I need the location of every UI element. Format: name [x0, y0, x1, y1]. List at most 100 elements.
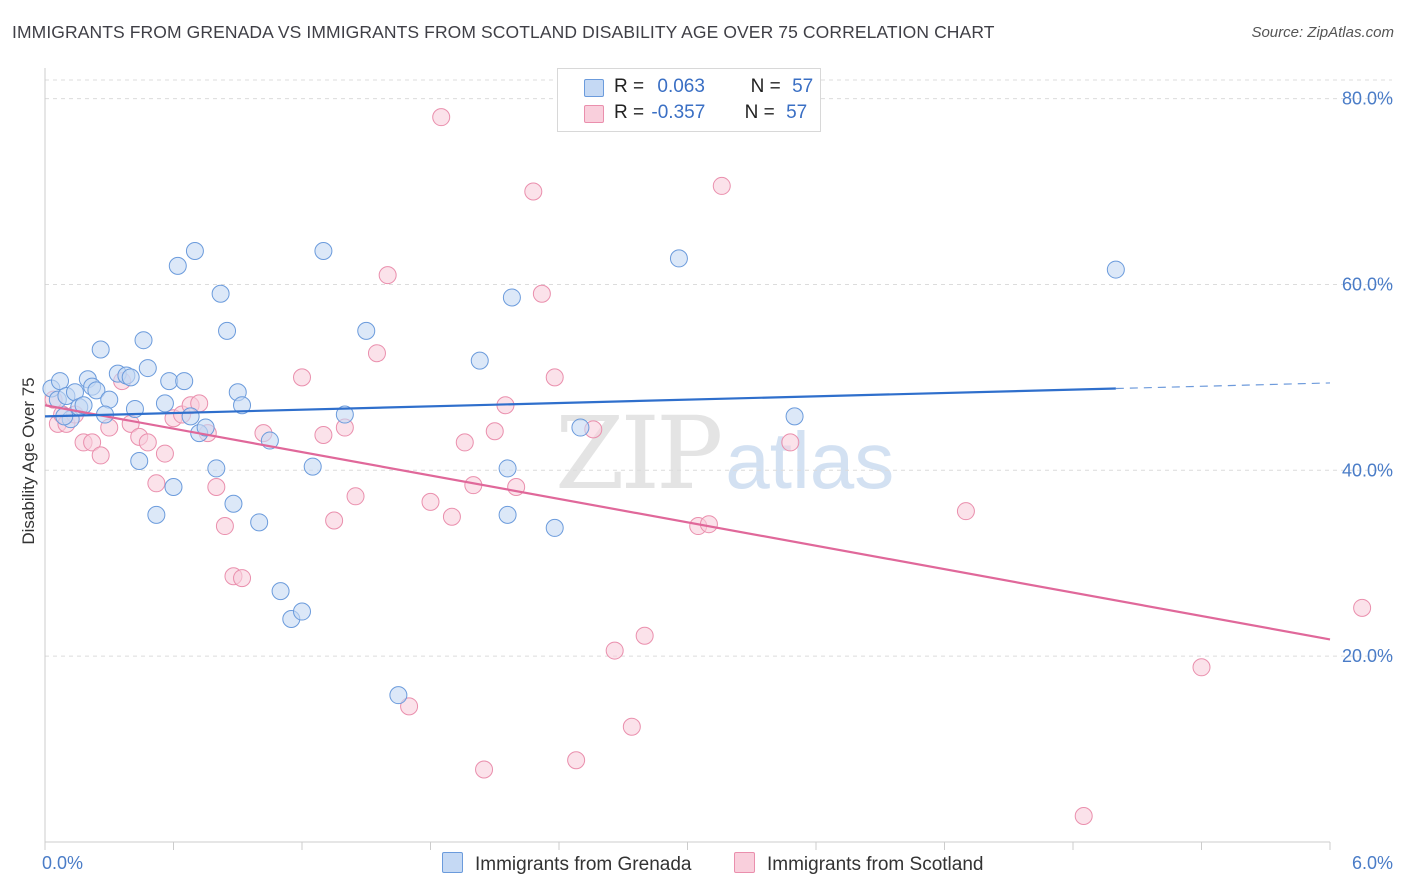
- scotland-point-14: [155, 444, 174, 463]
- chart-title: IMMIGRANTS FROM GRENADA VS IMMIGRANTS FR…: [12, 22, 995, 42]
- grenada-point-50: [571, 418, 590, 437]
- scotland-point-12: [138, 433, 157, 452]
- scotland-point-23: [233, 569, 252, 588]
- y-tick-label-40: 40.0%: [1342, 460, 1393, 480]
- bottom-legend-label-grenada: Immigrants from Grenada: [475, 854, 692, 875]
- grenada-point-37: [271, 582, 290, 601]
- scotland-point-44: [545, 368, 564, 387]
- scotland-point-7: [91, 446, 110, 465]
- scotland-point-52: [712, 176, 731, 195]
- grenada-point-40: [303, 457, 322, 476]
- scotland-point-29: [346, 487, 365, 506]
- grenada-point-25: [181, 407, 200, 426]
- scotland-point-36: [455, 433, 474, 452]
- watermark-zip: ZIP: [555, 395, 723, 512]
- x-tick-label-end: 6.0%: [1352, 853, 1393, 873]
- x-tick-label-start: 0.0%: [42, 853, 83, 873]
- trend-lines: [44, 382, 1331, 641]
- scotland-trend-line: [44, 404, 1331, 641]
- grenada-point-16: [130, 452, 149, 470]
- bottom-legend-scotland: Immigrants from Scotland: [734, 852, 983, 876]
- grenada-point-31: [218, 321, 237, 340]
- grenada-point-21: [160, 372, 179, 391]
- legend-n-label: N =: [744, 102, 775, 123]
- scotland-point-21: [215, 517, 234, 536]
- grid-lines: [45, 79, 1392, 657]
- scotland-point-34: [432, 108, 451, 127]
- grenada-point-46: [498, 505, 517, 524]
- legend-r-label: R =: [614, 102, 645, 123]
- grenada-trend-extension: [1115, 382, 1331, 390]
- watermark: ZIPatlas: [555, 395, 894, 512]
- scotland-point-13: [147, 474, 166, 493]
- scotland-point-49: [635, 626, 654, 645]
- scotland-point-25: [293, 368, 311, 387]
- scotland-point-33: [421, 492, 440, 511]
- scotland-point-54: [956, 502, 975, 521]
- grenada-point-18: [138, 359, 157, 378]
- grenada-point-23: [168, 256, 187, 275]
- legend-swatch-scotland: [584, 105, 604, 123]
- scotland-point-27: [325, 511, 344, 530]
- scotland-point-39: [485, 422, 504, 441]
- y-axis-label: Disability Age Over 75: [19, 377, 38, 544]
- scotland-point-30: [367, 344, 386, 363]
- scotland-point-6: [83, 433, 102, 452]
- scotland-point-26: [314, 425, 333, 444]
- y-tick-label-80: 80.0%: [1342, 89, 1393, 109]
- watermark-atlas: atlas: [725, 416, 895, 505]
- scotland-point-38: [475, 760, 494, 779]
- bottom-legend-swatch-scotland: [734, 852, 755, 873]
- grenada-point-30: [211, 284, 230, 303]
- scotland-point-43: [532, 284, 551, 303]
- scotland-point-45: [567, 751, 586, 770]
- grenada-point-48: [502, 288, 521, 307]
- grenada-point-22: [164, 478, 183, 497]
- correlation-legend: R = 0.063 N = 57 R = -0.357 N = 57: [557, 68, 821, 132]
- scotland-point-42: [524, 182, 543, 201]
- grenada-point-24: [175, 372, 194, 391]
- grenada-point-44: [389, 686, 408, 705]
- grenada-point-20: [155, 394, 174, 413]
- scotland-point-20: [207, 478, 226, 497]
- grenada-point-53: [1106, 260, 1125, 279]
- scotland-point-32: [400, 697, 419, 716]
- grenada-point-41: [314, 241, 333, 260]
- legend-r-label: R =: [614, 76, 645, 97]
- grenada-point-45: [470, 351, 489, 370]
- grenada-point-26: [185, 241, 204, 260]
- series-grenada-points: [42, 241, 1125, 705]
- grenada-point-39: [293, 602, 311, 621]
- axis-labels: 20.0% 40.0% 60.0% 80.0% 0.0% 6.0% Disability A…: [19, 89, 1393, 873]
- scotland-point-35: [442, 507, 461, 526]
- grenada-point-9: [87, 381, 106, 400]
- series-scotland-points: [44, 108, 1372, 825]
- legend-n-label: N =: [750, 76, 781, 97]
- scotland-point-47: [605, 641, 624, 660]
- bottom-legend-grenada: Immigrants from Grenada: [442, 852, 691, 876]
- grenada-point-55: [74, 396, 93, 415]
- axes: [44, 68, 1331, 850]
- scotland-point-57: [1353, 598, 1372, 617]
- grenada-point-28: [196, 418, 215, 437]
- legend-swatch-grenada: [584, 79, 604, 97]
- grenada-point-29: [207, 459, 226, 478]
- grenada-point-10: [91, 340, 110, 359]
- grenada-point-49: [545, 518, 564, 537]
- grenada-point-2: [50, 372, 69, 391]
- legend-n-value-scotland: 57: [786, 102, 808, 123]
- grenada-point-42: [335, 405, 354, 424]
- y-tick-label-20: 20.0%: [1342, 646, 1393, 666]
- grenada-trend-line: [44, 387, 1116, 418]
- grenada-point-47: [498, 459, 517, 478]
- grenada-point-32: [224, 494, 243, 513]
- grenada-point-19: [147, 505, 166, 524]
- grenada-point-43: [357, 321, 376, 340]
- grenada-point-52: [785, 407, 804, 426]
- legend-n-value-grenada: 57: [792, 76, 814, 97]
- grenada-point-14: [121, 368, 140, 387]
- grenada-point-34: [233, 396, 252, 415]
- scotland-point-56: [1192, 658, 1211, 677]
- bottom-legend-swatch-grenada: [442, 852, 463, 873]
